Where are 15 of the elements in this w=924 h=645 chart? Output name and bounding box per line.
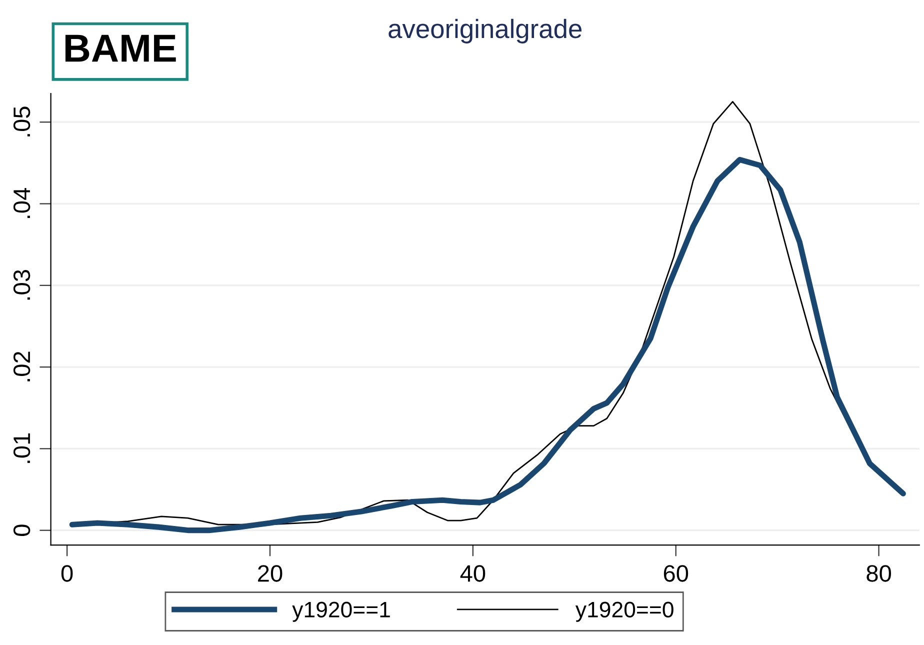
y-tick-label: .04 (13, 188, 30, 218)
y-tick-label: .02 (13, 352, 30, 382)
y-tick-label: .03 (13, 270, 30, 300)
chart-title: aveoriginalgrade (388, 18, 582, 44)
x-tick-label: 0 (61, 565, 73, 582)
x-tick-label: 40 (460, 565, 486, 582)
x-tick-label: 60 (664, 565, 688, 582)
x-tick-label: 80 (866, 565, 891, 582)
y-tick-label: .05 (13, 106, 30, 136)
legend-label: y1920==1 (292, 602, 390, 622)
y-tick-label: .01 (13, 433, 30, 463)
y-tick-label: 0 (13, 524, 30, 536)
legend-label: y1920==0 (575, 602, 674, 622)
x-tick-label: 20 (258, 565, 282, 582)
text: BAME (65, 34, 176, 62)
